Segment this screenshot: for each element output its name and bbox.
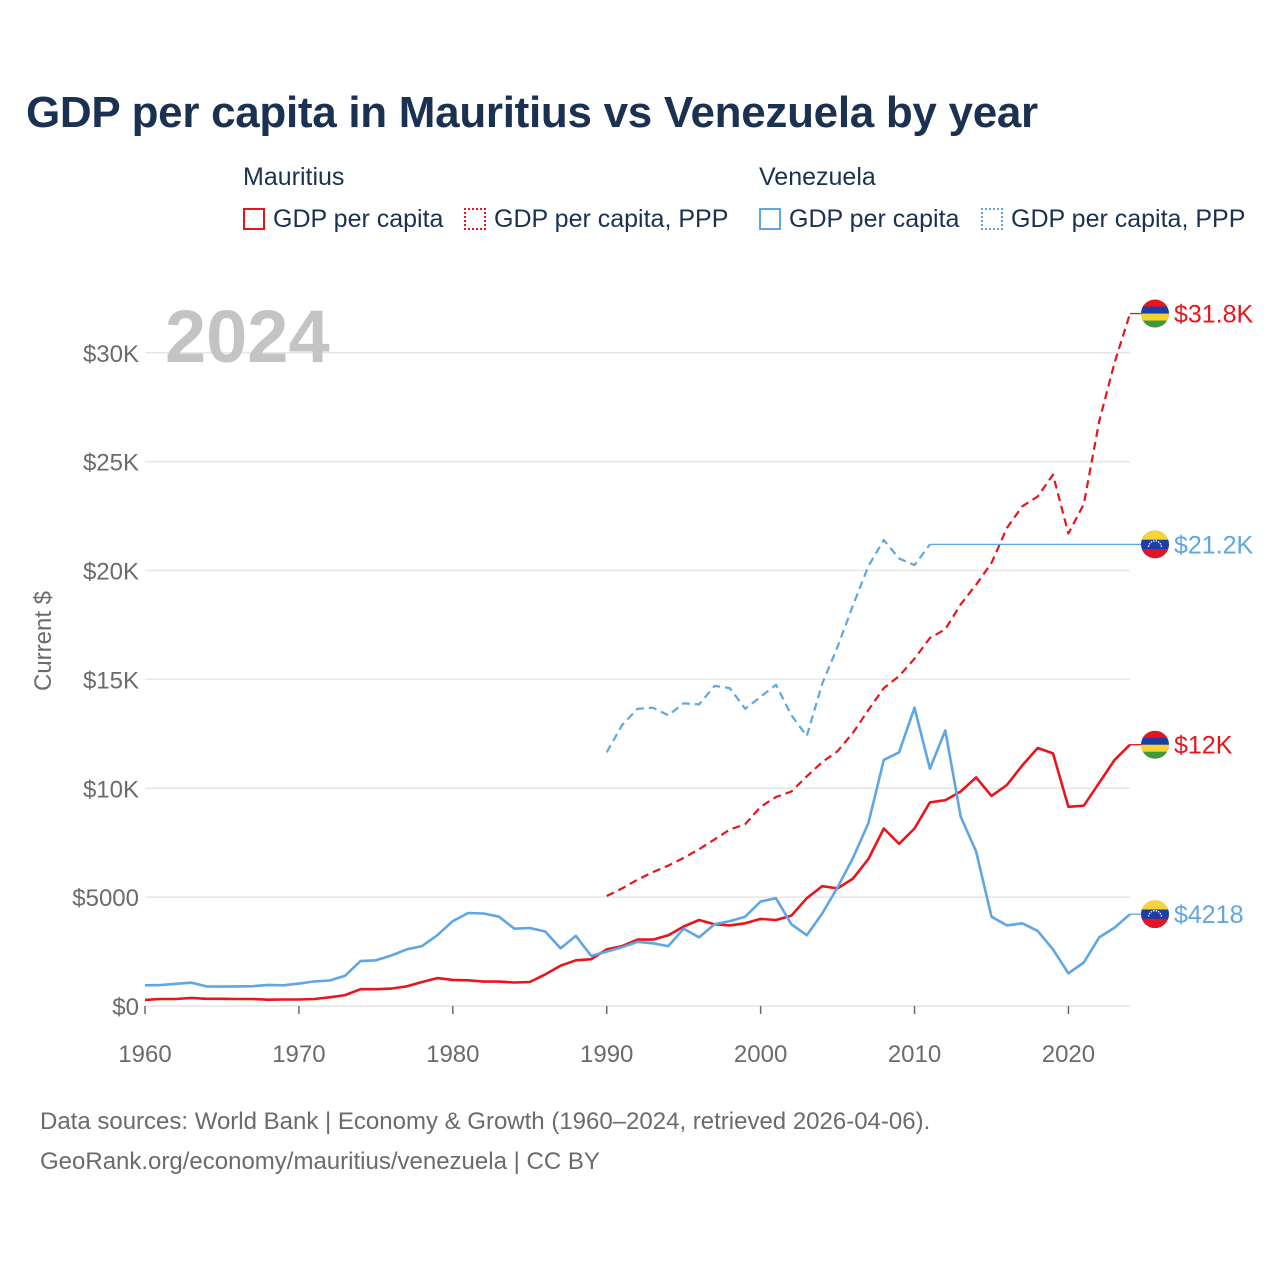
legend-label-mauritius-gdp: GDP per capita (273, 204, 444, 233)
mauritius-flag-icon (1141, 730, 1169, 759)
y-tick-label: $25K (83, 450, 139, 477)
y-axis-label: Current $ (30, 591, 57, 691)
legend-group-venezuela: Venezuela (759, 163, 876, 191)
y-tick-label: $20K (83, 559, 139, 586)
x-tick-label: 2020 (1042, 1041, 1095, 1068)
legend-swatch-mauritius-gdp (243, 208, 265, 230)
venezuela-flag-icon (1141, 900, 1169, 929)
mauritius-flag-icon (1141, 299, 1169, 328)
series-line-venezuela-gdp (144, 706, 1131, 988)
x-tick-label: 1970 (272, 1041, 325, 1068)
series-line-mauritius-gdp (144, 743, 1131, 1002)
end-label-mauritius-ppp: $31.8K (1174, 301, 1254, 329)
y-tick-label: $0 (112, 994, 139, 1021)
y-tick-label: $30K (83, 341, 139, 368)
y-tick-label: $5000 (72, 885, 139, 912)
venezuela-flag-icon (1141, 530, 1169, 559)
x-tick-label: 2010 (888, 1041, 941, 1068)
footer-sources: Data sources: World Bank | Economy & Gro… (40, 1108, 931, 1135)
legend-swatch-mauritius-ppp (464, 208, 486, 230)
year-watermark: 2024 (165, 295, 330, 378)
legend-label-venezuela-gdp: GDP per capita (789, 204, 960, 233)
series-line-venezuela-ppp (605, 538, 931, 753)
footer-url: GeoRank.org/economy/mauritius/venezuela … (40, 1148, 600, 1175)
end-label-venezuela-ppp: $21.2K (1174, 531, 1254, 559)
legend-item-mauritius-ppp[interactable]: GDP per capita, PPP (464, 204, 728, 234)
legend-label-mauritius-ppp: GDP per capita, PPP (494, 204, 729, 233)
legend-swatch-venezuela-gdp (759, 208, 781, 230)
legend-item-mauritius-gdp[interactable]: GDP per capita (243, 204, 443, 234)
x-tick-label: 1980 (426, 1041, 479, 1068)
x-tick-label: 1960 (118, 1041, 171, 1068)
end-label-venezuela-gdp: $4218 (1174, 901, 1244, 929)
legend-label-venezuela-ppp: GDP per capita, PPP (1011, 204, 1246, 233)
legend-swatch-venezuela-ppp (981, 208, 1003, 230)
x-tick-label: 1990 (580, 1041, 633, 1068)
y-tick-label: $15K (83, 667, 139, 694)
series-line-mauritius-ppp (606, 313, 1132, 897)
legend-item-venezuela-gdp[interactable]: GDP per capita (759, 204, 959, 234)
x-tick-label: 2000 (734, 1041, 787, 1068)
legend-group-mauritius: Mauritius (243, 163, 345, 191)
chart-title: GDP per capita in Mauritius vs Venezuela… (26, 88, 1038, 137)
legend-item-venezuela-ppp[interactable]: GDP per capita, PPP (981, 204, 1245, 234)
y-tick-label: $10K (83, 776, 139, 803)
end-label-mauritius-gdp: $12K (1174, 732, 1233, 760)
